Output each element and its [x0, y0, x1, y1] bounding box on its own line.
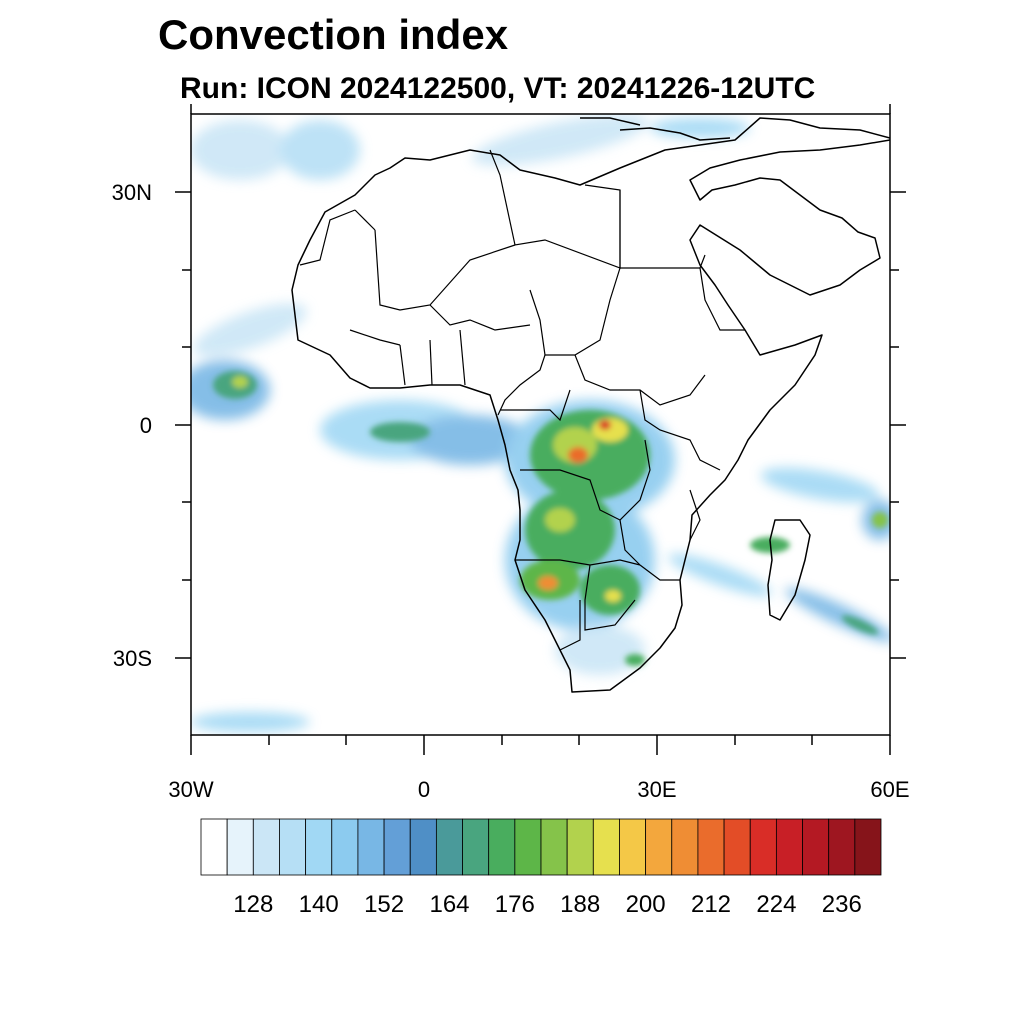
convection-field	[191, 114, 890, 732]
colorbar-box	[357, 818, 385, 876]
colorbar-label: 152	[364, 891, 404, 918]
chart-title: Convection index	[158, 11, 509, 58]
colorbar-box	[540, 818, 568, 876]
colorbar-box	[462, 818, 490, 876]
colorbar-box	[514, 818, 542, 876]
x-tick-label: 60E	[870, 777, 909, 802]
colorbar-box	[305, 818, 333, 876]
colorbar: 128 140 152 164 176 188 200 212 224 236	[200, 818, 882, 918]
colorbar-box	[566, 818, 594, 876]
colorbar-box	[279, 818, 307, 876]
y-tick-label: 30N	[112, 180, 152, 205]
colorbar-boxes	[200, 818, 882, 876]
y-axis-ticks	[175, 104, 906, 755]
colorbar-box	[697, 818, 725, 876]
colorbar-label: 140	[299, 891, 339, 918]
colorbar-box	[802, 818, 830, 876]
colorbar-box	[671, 818, 699, 876]
colorbar-label: 236	[822, 891, 862, 918]
colorbar-label: 128	[233, 891, 273, 918]
colorbar-box	[488, 818, 516, 876]
colorbar-box	[331, 818, 359, 876]
colorbar-box	[854, 818, 882, 876]
x-tick-label: 0	[418, 777, 430, 802]
colorbar-box	[619, 818, 647, 876]
colorbar-label: 176	[495, 891, 535, 918]
colorbar-box	[775, 818, 803, 876]
country-borders	[299, 149, 745, 651]
colorbar-box	[645, 818, 673, 876]
colorbar-box	[435, 818, 463, 876]
colorbar-box	[383, 818, 411, 876]
x-tick-label: 30E	[637, 777, 676, 802]
y-tick-label: 0	[140, 413, 152, 438]
colorbar-box	[749, 818, 777, 876]
colorbar-labels: 128 140 152 164 176 188 200 212 224 236	[233, 891, 862, 918]
x-tick-label: 30W	[168, 777, 213, 802]
colorbar-label: 188	[560, 891, 600, 918]
colorbar-box	[226, 818, 254, 876]
colorbar-box	[723, 818, 751, 876]
colorbar-label: 212	[691, 891, 731, 918]
colorbar-label: 200	[626, 891, 666, 918]
colorbar-box	[828, 818, 856, 876]
colorbar-box	[252, 818, 280, 876]
colorbar-box	[409, 818, 437, 876]
colorbar-box	[592, 818, 620, 876]
colorbar-box	[200, 818, 228, 876]
colorbar-label: 224	[756, 891, 796, 918]
chart-subtitle: Run: ICON 2024122500, VT: 20241226-12UTC	[180, 72, 816, 105]
y-tick-label: 30S	[113, 646, 152, 671]
coastlines	[291, 117, 890, 693]
colorbar-label: 164	[429, 891, 469, 918]
